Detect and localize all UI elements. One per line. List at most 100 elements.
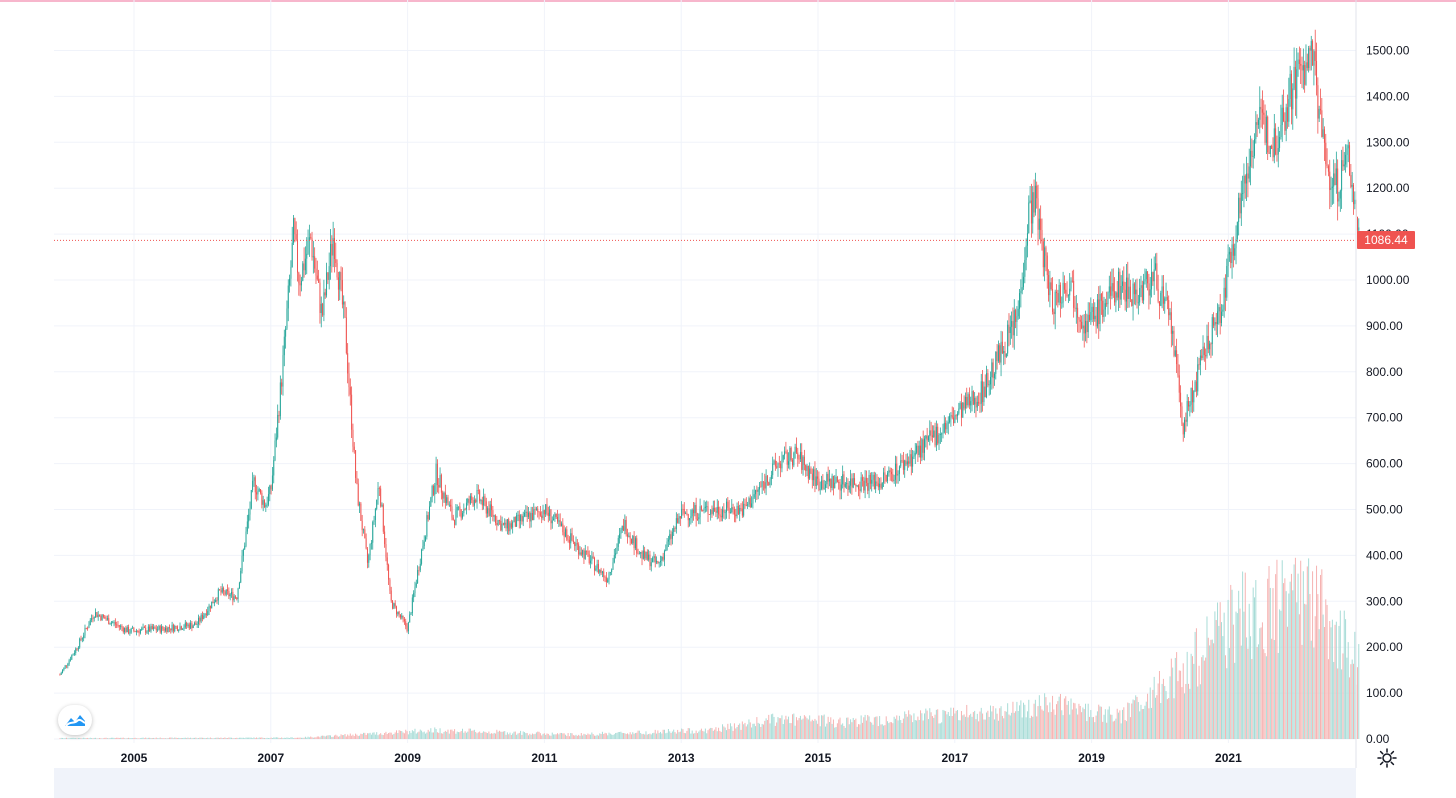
candle-body	[452, 517, 454, 520]
candle-body	[621, 525, 623, 531]
volume-bar	[1189, 688, 1191, 739]
volume-bar	[274, 737, 276, 739]
candle-body	[1325, 142, 1327, 165]
candle-body	[79, 638, 81, 648]
candle-body	[693, 509, 694, 514]
candle-body	[1195, 381, 1197, 392]
candle-body	[747, 504, 749, 506]
volume-bar	[1029, 718, 1031, 739]
candle-body	[1048, 275, 1050, 296]
volume-bar	[477, 732, 479, 739]
volume-bar	[108, 738, 110, 739]
volume-bar	[1170, 658, 1172, 739]
volume-bar	[846, 717, 848, 739]
candle-body	[165, 627, 166, 631]
volume-bar	[308, 737, 310, 739]
candle-body	[1141, 285, 1143, 301]
candle-body	[464, 509, 466, 511]
candle-body	[603, 571, 605, 578]
volume-bar	[740, 729, 742, 739]
candle-body	[76, 648, 78, 650]
candle-body	[304, 258, 306, 271]
candle-body	[663, 550, 665, 560]
candle-body	[571, 533, 573, 541]
candle-body	[648, 554, 650, 560]
volume-bar	[1112, 721, 1114, 739]
volume-bar	[1143, 708, 1145, 739]
volume-bar	[818, 715, 820, 739]
candle-body	[778, 463, 780, 465]
volume-bar	[712, 730, 714, 739]
gear-icon[interactable]	[1376, 747, 1398, 769]
volume-bar	[419, 729, 421, 739]
tradingview-logo-icon[interactable]	[58, 705, 92, 735]
candle-body	[983, 386, 985, 403]
candle-body	[211, 601, 213, 609]
volume-bar	[1095, 715, 1097, 739]
candle-body	[760, 486, 762, 488]
candle-body	[766, 475, 768, 483]
candle-body	[846, 483, 848, 484]
candle-body	[769, 479, 771, 486]
candle-body	[1073, 280, 1075, 308]
candle-body	[435, 463, 437, 486]
volume-bar	[724, 727, 726, 739]
candle-body	[1215, 322, 1217, 325]
candle-body	[97, 614, 99, 618]
volume-bar	[363, 732, 364, 739]
volume-bar	[161, 738, 163, 739]
time-axis[interactable]: 2005 2007 2009 2011 2013 2015 2017 2019 2021	[121, 751, 1242, 765]
volume-bar	[530, 734, 532, 739]
volume-bar	[355, 733, 357, 739]
candle-body	[916, 445, 918, 453]
candle-body	[447, 497, 449, 505]
volume-bar	[205, 738, 207, 739]
candle-body	[186, 622, 188, 626]
candle-body	[972, 391, 974, 405]
volume-bar	[1028, 699, 1030, 739]
volume-bar	[167, 738, 169, 739]
candle-body	[644, 550, 646, 559]
volume-bar	[1330, 627, 1332, 739]
candle-body	[1037, 198, 1039, 230]
volume-bar	[1223, 612, 1225, 739]
volume-bar	[376, 732, 378, 739]
candle-body	[348, 373, 350, 388]
volume-bar	[541, 735, 543, 739]
candle-body	[237, 588, 239, 600]
candle-body	[225, 589, 227, 595]
volume-bar	[1277, 652, 1279, 739]
volume-bar	[310, 736, 312, 739]
volume-bar	[1081, 712, 1083, 739]
candle-body	[1289, 73, 1291, 99]
candle-body	[394, 603, 396, 607]
volume-bar	[1313, 647, 1315, 739]
volume-bar	[326, 735, 328, 739]
candle-body	[1120, 285, 1122, 300]
candle-body	[656, 560, 658, 563]
candle-body	[1124, 289, 1126, 302]
candle-body	[195, 622, 197, 625]
volume-bar	[91, 738, 93, 739]
candle-body	[514, 517, 516, 527]
candle-body	[887, 472, 889, 482]
candle-body	[368, 555, 370, 563]
candle-body	[422, 546, 424, 550]
candle-body	[246, 521, 248, 532]
price-axis[interactable]: 0.00100.00200.00300.00400.00500.00600.00…	[1366, 44, 1410, 747]
candle-body	[414, 586, 416, 594]
volume-bar	[200, 737, 202, 739]
candle-body	[1333, 173, 1335, 187]
volume-bar	[1045, 697, 1047, 739]
volume-bar	[1184, 693, 1186, 739]
candle-body	[1217, 311, 1219, 325]
volume-bar	[1085, 703, 1087, 739]
candle-body	[1024, 260, 1026, 277]
volume-bar	[1091, 717, 1093, 739]
volume-bar	[605, 733, 607, 739]
candle-body	[551, 520, 553, 524]
volume-bar	[630, 734, 632, 739]
candle-body	[1135, 289, 1137, 295]
candle-body	[539, 512, 541, 516]
